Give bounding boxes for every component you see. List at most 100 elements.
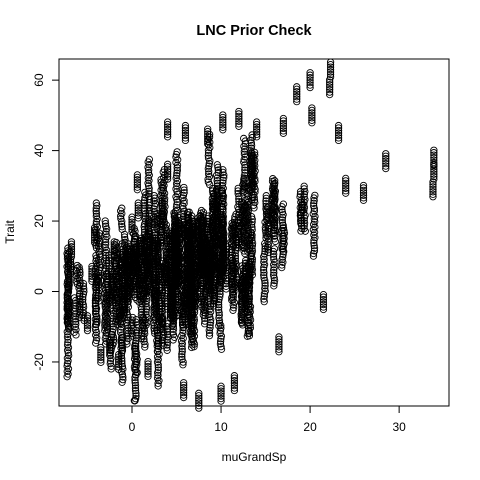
data-point	[158, 205, 167, 213]
data-point	[319, 303, 328, 311]
data-point	[359, 181, 368, 190]
data-point	[166, 308, 175, 316]
data-point	[219, 249, 227, 258]
data-point	[173, 198, 182, 206]
data-point	[241, 286, 249, 294]
data-point	[151, 289, 159, 297]
data-point	[217, 245, 225, 253]
data-point	[217, 186, 226, 195]
data-point	[76, 279, 84, 287]
data-point	[170, 243, 179, 251]
data-point	[151, 252, 159, 260]
data-point	[195, 389, 203, 397]
data-point	[229, 286, 237, 294]
data-point	[63, 298, 71, 307]
data-point	[92, 212, 101, 220]
data-point	[241, 259, 250, 268]
data-point	[65, 312, 73, 321]
data-point	[163, 130, 172, 139]
data-point	[67, 245, 76, 253]
data-point	[270, 192, 278, 200]
data-point	[269, 175, 277, 183]
data-point	[120, 293, 129, 301]
data-point	[279, 117, 288, 125]
data-point	[163, 163, 172, 171]
data-point	[163, 118, 172, 126]
data-point	[109, 325, 117, 333]
data-point	[334, 131, 343, 140]
data-point	[65, 305, 73, 313]
data-point	[342, 187, 350, 195]
data-point	[88, 277, 96, 285]
data-point	[197, 269, 205, 277]
data-point	[113, 283, 121, 292]
data-point	[134, 201, 142, 210]
data-point	[83, 317, 92, 325]
data-point	[67, 243, 76, 251]
data-point	[430, 151, 438, 159]
data-point	[97, 351, 105, 359]
data-point	[270, 221, 279, 229]
data-point	[205, 167, 213, 176]
data-point	[112, 270, 120, 278]
data-point	[230, 386, 239, 395]
data-point	[245, 237, 253, 245]
data-point	[241, 278, 249, 286]
data-point	[186, 261, 195, 270]
data-point	[270, 255, 278, 264]
data-point	[232, 244, 240, 252]
data-point	[140, 335, 148, 343]
data-point	[231, 249, 239, 257]
data-point	[91, 302, 100, 310]
data-point	[64, 349, 72, 357]
data-point	[183, 221, 192, 230]
data-point	[242, 265, 251, 273]
data-point	[72, 318, 80, 326]
data-point	[140, 223, 148, 231]
data-point	[195, 399, 203, 407]
data-point	[66, 265, 75, 273]
data-point	[293, 83, 301, 91]
data-point	[129, 275, 138, 283]
data-point	[183, 213, 191, 222]
data-point	[66, 260, 75, 269]
data-point	[131, 345, 140, 353]
data-point	[218, 257, 227, 266]
data-point	[133, 358, 141, 366]
data-point	[151, 279, 159, 287]
data-point	[180, 388, 188, 397]
data-point	[214, 169, 223, 177]
data-point	[92, 291, 100, 300]
data-point	[311, 191, 319, 200]
data-point	[189, 217, 198, 226]
data-point	[210, 243, 219, 251]
data-point	[204, 151, 212, 160]
data-point	[234, 189, 242, 198]
data-point	[275, 333, 283, 341]
data-point	[91, 299, 100, 308]
data-point	[245, 332, 254, 340]
data-point	[278, 255, 286, 264]
data-point	[204, 132, 212, 141]
data-point	[107, 336, 115, 344]
data-point	[169, 325, 178, 334]
data-point	[132, 342, 140, 350]
data-point	[65, 300, 73, 308]
data-point	[306, 78, 314, 87]
data-point	[101, 243, 109, 252]
data-point	[63, 359, 72, 368]
data-point	[90, 229, 99, 237]
data-point	[279, 122, 288, 130]
data-point	[214, 166, 222, 174]
data-point	[76, 305, 84, 314]
data-point	[238, 224, 246, 233]
data-point	[144, 362, 152, 371]
data-point	[204, 170, 213, 178]
data-point	[65, 274, 73, 283]
data-point	[241, 166, 249, 174]
data-point	[103, 275, 111, 283]
data-point	[171, 227, 179, 236]
data-point	[280, 248, 288, 256]
data-point	[382, 155, 390, 163]
data-point	[211, 201, 220, 209]
